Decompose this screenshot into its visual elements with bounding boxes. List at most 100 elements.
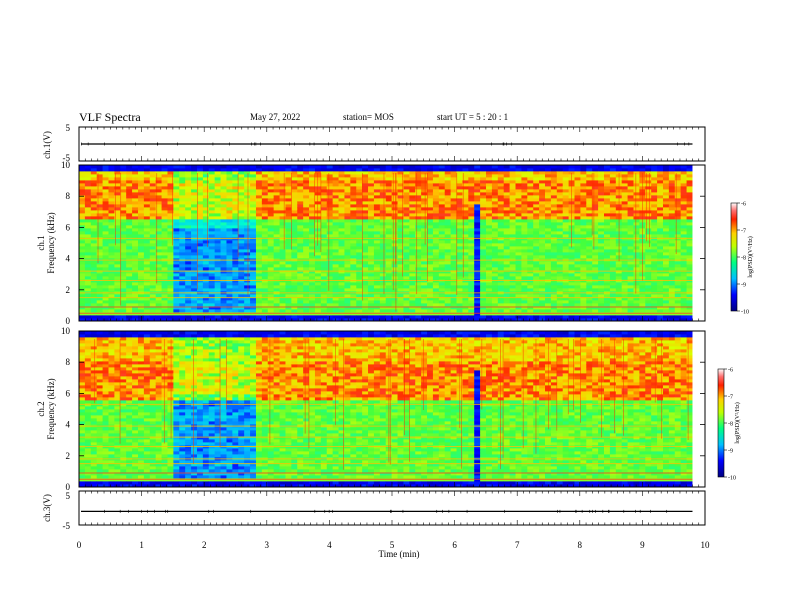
spectrogram-cell <box>598 285 605 289</box>
spectrogram-cell <box>568 309 575 313</box>
spectrogram-cell <box>550 171 558 175</box>
spectrogram-cell <box>132 195 139 199</box>
spectrogram-cell <box>391 210 398 214</box>
spectrogram-cell <box>102 198 109 202</box>
spectrogram-cell <box>604 309 611 313</box>
spectrogram-cell <box>468 186 475 190</box>
spectrogram-cell <box>208 225 216 229</box>
spectrogram-cell <box>161 195 168 199</box>
spectrogram-cell <box>491 210 499 214</box>
spectrogram-cell <box>114 210 121 214</box>
spectrogram-cell <box>344 240 351 244</box>
spectrogram-cell <box>368 234 375 238</box>
spectrogram-cell <box>191 207 198 211</box>
spectrogram-cell <box>368 261 375 265</box>
spectrogram-cell <box>297 315 304 319</box>
spectrogram-cell <box>338 165 345 169</box>
spectrogram-cell <box>208 204 216 208</box>
spectrogram-cell <box>344 243 351 247</box>
spectrogram-cell <box>132 288 139 292</box>
spectrogram-cell <box>297 228 304 232</box>
spectrogram-cell <box>261 249 269 253</box>
spectrogram-cell <box>84 234 92 238</box>
spectrogram-cell <box>409 276 416 280</box>
spectrogram-cell <box>167 309 174 313</box>
spectrogram-cell <box>155 219 162 223</box>
spectrogram-cell <box>409 261 416 265</box>
spectrogram-cell <box>155 198 162 202</box>
spectrogram-cell <box>521 222 528 226</box>
spectrogram-cell <box>297 246 304 250</box>
spectrogram-cell <box>373 210 381 214</box>
spectrogram-cell <box>562 249 570 253</box>
spectrogram-cell <box>155 252 162 256</box>
spectrogram-cell <box>285 318 292 322</box>
spectrogram-cell <box>255 249 263 253</box>
spectrogram-cell <box>79 240 86 244</box>
spectrogram-cell <box>545 285 552 289</box>
spectrogram-cell <box>562 216 570 220</box>
spectrogram-cell <box>580 225 587 229</box>
spectrogram-cell <box>297 240 304 244</box>
spectrogram-cell <box>474 213 481 217</box>
spectrogram-cell <box>273 231 280 235</box>
spectrogram-cell <box>279 171 286 175</box>
spectrogram-cell <box>79 204 86 208</box>
spectrogram-cell <box>238 219 245 223</box>
spectrogram-cell <box>521 165 528 169</box>
spectrogram-cell <box>527 174 534 178</box>
spectrogram-cell <box>415 222 422 226</box>
spectrogram-cell <box>474 174 481 178</box>
spectrogram-cell <box>226 180 233 184</box>
spectrogram-cell <box>232 249 239 253</box>
spectrogram-cell <box>214 270 221 274</box>
spectrogram-cell <box>368 168 375 172</box>
spectrogram-cell <box>486 219 493 223</box>
spectrogram-cell <box>379 264 387 268</box>
spectrogram-cell <box>373 249 381 253</box>
spectrogram-cell <box>273 195 280 199</box>
spectrogram-cell <box>586 171 593 175</box>
spectrogram-cell <box>427 204 434 208</box>
spectrogram-cell <box>96 228 103 232</box>
spectrogram-cell <box>568 246 575 250</box>
spectrogram-cell <box>509 216 516 220</box>
spectrogram-cell <box>615 297 623 301</box>
spectrogram-cell <box>556 216 564 220</box>
spectrogram-cell <box>155 183 162 187</box>
spectrogram-cell <box>362 177 369 181</box>
spectrogram-cell <box>468 195 475 199</box>
spectrogram-cell <box>604 201 611 205</box>
spectrogram-cell <box>415 294 422 298</box>
spectrogram-cell <box>421 309 428 313</box>
spectrogram-cell <box>226 198 233 202</box>
spectrogram-cell <box>474 231 481 235</box>
spectrogram-cell <box>356 171 363 175</box>
spectrogram-cell <box>220 294 227 298</box>
spectrogram-cell <box>456 225 463 229</box>
spectrogram-cell <box>191 249 198 253</box>
spectrogram-cell <box>326 300 334 304</box>
spectrogram-cell <box>167 249 174 253</box>
spectrogram-cell <box>533 183 540 187</box>
spectrogram-cell <box>279 267 286 271</box>
spectrogram-cell <box>379 294 387 298</box>
spectrogram-cell <box>604 270 611 274</box>
spectrogram-cell <box>580 234 587 238</box>
spectrogram-cell <box>373 297 381 301</box>
spectrogram-cell <box>279 219 286 223</box>
spectrogram-cell <box>202 276 210 280</box>
spectrogram-cell <box>497 213 505 217</box>
spectrogram-cell <box>297 174 304 178</box>
spectrogram-cell <box>356 282 363 286</box>
spectrogram-cell <box>545 198 552 202</box>
spectrogram-cell <box>391 216 398 220</box>
spectrogram-cell <box>344 171 351 175</box>
spectrogram-cell <box>427 195 434 199</box>
spectrogram-cell <box>432 231 440 235</box>
spectrogram-cell <box>173 309 180 313</box>
spectrogram-cell <box>438 273 446 277</box>
spectrogram-cell <box>438 288 446 292</box>
spectrogram-cell <box>273 219 280 223</box>
spectrogram-cell <box>350 180 357 184</box>
